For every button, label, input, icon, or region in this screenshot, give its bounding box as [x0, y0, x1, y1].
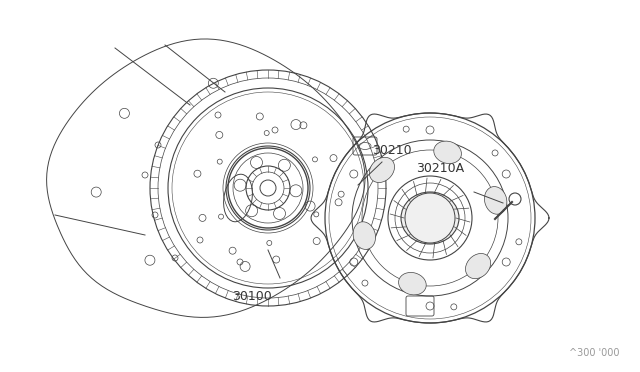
Ellipse shape: [399, 272, 426, 295]
Ellipse shape: [401, 192, 459, 244]
Ellipse shape: [465, 253, 491, 279]
Ellipse shape: [369, 157, 394, 183]
Text: ^300 '000: ^300 '000: [570, 348, 620, 358]
Ellipse shape: [484, 187, 507, 214]
Text: 30210: 30210: [372, 144, 412, 157]
Text: 30100: 30100: [232, 290, 272, 303]
Text: 30210A: 30210A: [416, 162, 464, 175]
Ellipse shape: [434, 141, 461, 164]
Ellipse shape: [353, 222, 376, 249]
